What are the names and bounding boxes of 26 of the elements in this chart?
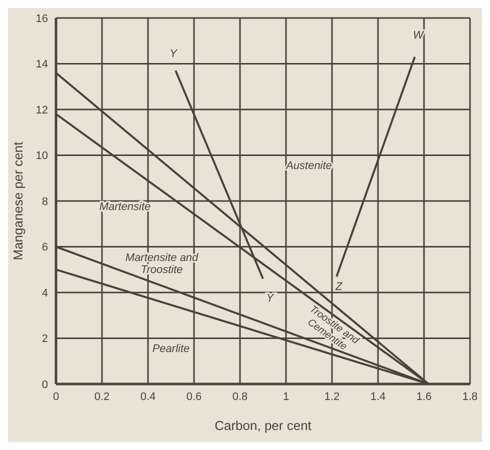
y-tick-label: 10 <box>36 150 48 162</box>
annotation: Z <box>334 281 344 294</box>
y-tick-label: 6 <box>42 242 48 254</box>
y-tick-label: 0 <box>42 378 48 391</box>
x-tick-label: 0.6 <box>186 390 202 403</box>
y-tick-label: 14 <box>36 58 48 71</box>
y-tick-label: 16 <box>36 12 48 25</box>
annotation: Y <box>266 292 274 305</box>
x-tick-label: 1.6 <box>416 390 432 403</box>
x-tick-label: 0 <box>52 390 60 403</box>
y-axis-title: Manganese per cent <box>10 141 26 260</box>
x-axis-title: Carbon, per cent <box>214 418 312 433</box>
y-tick-label: 2 <box>42 333 48 346</box>
x-tick-label: 1.4 <box>370 390 386 403</box>
x-tick-label: 0.4 <box>140 390 156 403</box>
x-tick-label: 1.2 <box>324 390 340 403</box>
x-tick-label: 1 <box>282 390 290 403</box>
annotation: Pearlite <box>152 342 190 355</box>
x-tick-label: 0.2 <box>94 390 110 403</box>
y-tick-label: 8 <box>42 196 48 208</box>
annotation: Y <box>170 48 178 60</box>
annotation: W <box>413 30 426 42</box>
y-tick-label: 4 <box>42 287 48 300</box>
x-tick-label: 1.8 <box>462 390 478 403</box>
x-tick-label: 0.8 <box>232 390 248 403</box>
y-tick-label: 12 <box>36 104 48 116</box>
